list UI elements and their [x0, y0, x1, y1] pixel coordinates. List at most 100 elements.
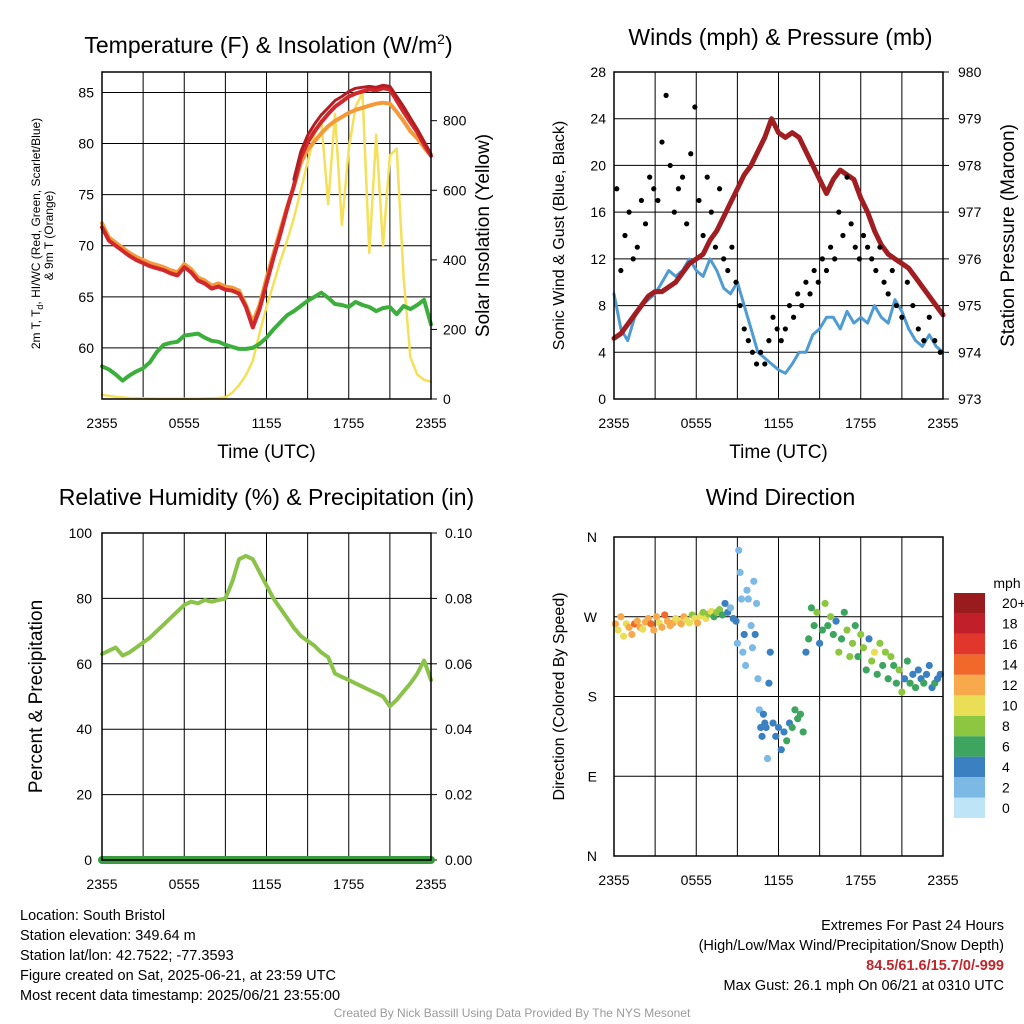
x-tick-label: 2355	[927, 872, 958, 888]
x-tick-label: 2355	[415, 415, 446, 431]
y-axis-label: 2m T, Td, HI/WC (Red, Green, Scarlet/Blu…	[29, 118, 45, 349]
y-axis-label-line2: & 9m T (Orange)	[42, 191, 56, 281]
gust-point	[684, 221, 690, 227]
gust-point	[926, 314, 932, 320]
direction-point	[829, 630, 837, 639]
direction-point	[909, 670, 917, 678]
gust-point	[840, 232, 846, 239]
gust-point	[671, 209, 677, 215]
direction-point	[857, 630, 865, 639]
y-tick-label: 80	[76, 590, 92, 606]
direction-point	[788, 723, 796, 732]
colorbar-label: 4	[1002, 759, 1010, 775]
extremes-subtitle: (High/Low/Max Wind/Precipitation/Snow De…	[698, 938, 1004, 954]
y-axis-label-part: 2m T, T	[29, 309, 43, 349]
gust-point	[622, 232, 628, 239]
gust-point	[827, 244, 834, 250]
gust-point	[856, 256, 862, 262]
direction-point	[873, 670, 881, 678]
y2-tick-label: 0.06	[445, 656, 472, 672]
series-line	[100, 290, 433, 383]
station-info: Location: South Bristol Station elevatio…	[20, 906, 340, 1006]
gust-point	[679, 174, 686, 180]
direction-point	[862, 666, 870, 674]
gust-point	[704, 174, 710, 180]
gust-point	[823, 267, 830, 274]
y2-tick-label: 600	[443, 182, 467, 198]
direction-point	[619, 632, 628, 640]
gust-point	[745, 338, 751, 344]
direction-point	[769, 719, 777, 727]
chart-title: Relative Humidity (%) & Precipitation (i…	[59, 484, 474, 510]
gust-point	[844, 174, 850, 180]
gust-point	[753, 361, 760, 367]
direction-point	[661, 611, 669, 619]
gust-point	[852, 244, 858, 250]
y-tick-label: 60	[78, 340, 94, 356]
gust-point	[725, 267, 731, 274]
y2-tick-label: 0.08	[445, 590, 472, 606]
panel-2: 2355 0555 1155 1755 2355 0 4 8 12 16 20 24 28 973 974 9…	[551, 24, 1019, 463]
series-line	[292, 83, 433, 181]
direction-point	[870, 648, 879, 656]
x-tick-label: 2355	[598, 872, 629, 888]
direction-point	[835, 648, 843, 656]
chart-title: Temperature (F) & Insolation (W/m2)	[84, 31, 452, 58]
y-tick-label: 20	[590, 157, 606, 173]
y2-tick-label: 800	[443, 113, 467, 129]
direction-point	[732, 617, 740, 625]
gust-point	[832, 256, 838, 262]
plot-frame	[613, 71, 944, 400]
direction-point	[796, 710, 805, 718]
plot-frame	[101, 532, 432, 861]
direction-point	[911, 684, 920, 692]
gust-point	[848, 221, 854, 227]
gust-point	[915, 326, 921, 332]
direction-point	[920, 679, 928, 687]
y2-tick-label: 0.02	[445, 787, 472, 803]
y2-axis-label: Solar Insolation (Yellow)	[473, 134, 494, 337]
x-tick-label: 1155	[763, 872, 793, 888]
y-tick-label: 70	[78, 238, 94, 254]
gust-point	[910, 302, 916, 309]
x-tick-label: 0555	[681, 415, 712, 431]
y-axis-label: Direction (Colored By Speed)	[551, 592, 568, 800]
extremes-summary: Extremes For Past 24 Hours (High/Low/Max…	[699, 916, 1004, 996]
direction-point	[840, 608, 848, 616]
gust-point	[663, 92, 669, 98]
extremes-title: Extremes For Past 24 Hours	[821, 918, 1004, 934]
station-latlon: Station lat/lon: 42.7522; -77.3593	[20, 948, 234, 964]
direction-point	[906, 679, 914, 687]
y-tick-label: 8	[598, 298, 606, 314]
direction-point	[652, 613, 661, 621]
x-tick-label: 1155	[763, 415, 793, 431]
direction-point	[805, 635, 813, 643]
panel-3: 2355 0555 1155 1755 2355 0 20 40 60 80 100 0.00 0.02…	[26, 484, 474, 892]
x-tick-label: 1155	[251, 876, 281, 892]
direction-point	[824, 622, 832, 630]
direction-point	[807, 604, 816, 612]
y-tick-label: 100	[69, 525, 93, 541]
colorbar-title: mph	[993, 575, 1020, 591]
gust-point	[737, 302, 743, 309]
direction-point	[685, 619, 693, 627]
colorbar-label: 0	[1002, 800, 1010, 816]
speed-colorbar: mph 0 2 4 6 8 10 12 14 16 18 20+	[954, 575, 1024, 818]
y-tick-label: W	[584, 609, 598, 625]
x-axis-label: Time (UTC)	[217, 442, 316, 463]
y2-tick-label: 0.10	[445, 525, 472, 541]
gust-point	[807, 291, 813, 297]
colorbar-label: 8	[1002, 718, 1010, 734]
y-tick-label: 24	[590, 111, 606, 127]
y-tick-label: 40	[76, 721, 92, 737]
direction-point	[816, 639, 824, 647]
direction-point	[791, 706, 799, 714]
gust-point	[873, 267, 879, 274]
direction-point	[799, 728, 807, 736]
direction-point	[851, 622, 859, 630]
direction-point	[914, 666, 922, 674]
gust-point	[618, 267, 624, 274]
y-tick-label: 0	[598, 391, 606, 407]
x-tick-label: 0555	[169, 415, 200, 431]
colorbar-swatch	[954, 797, 985, 818]
